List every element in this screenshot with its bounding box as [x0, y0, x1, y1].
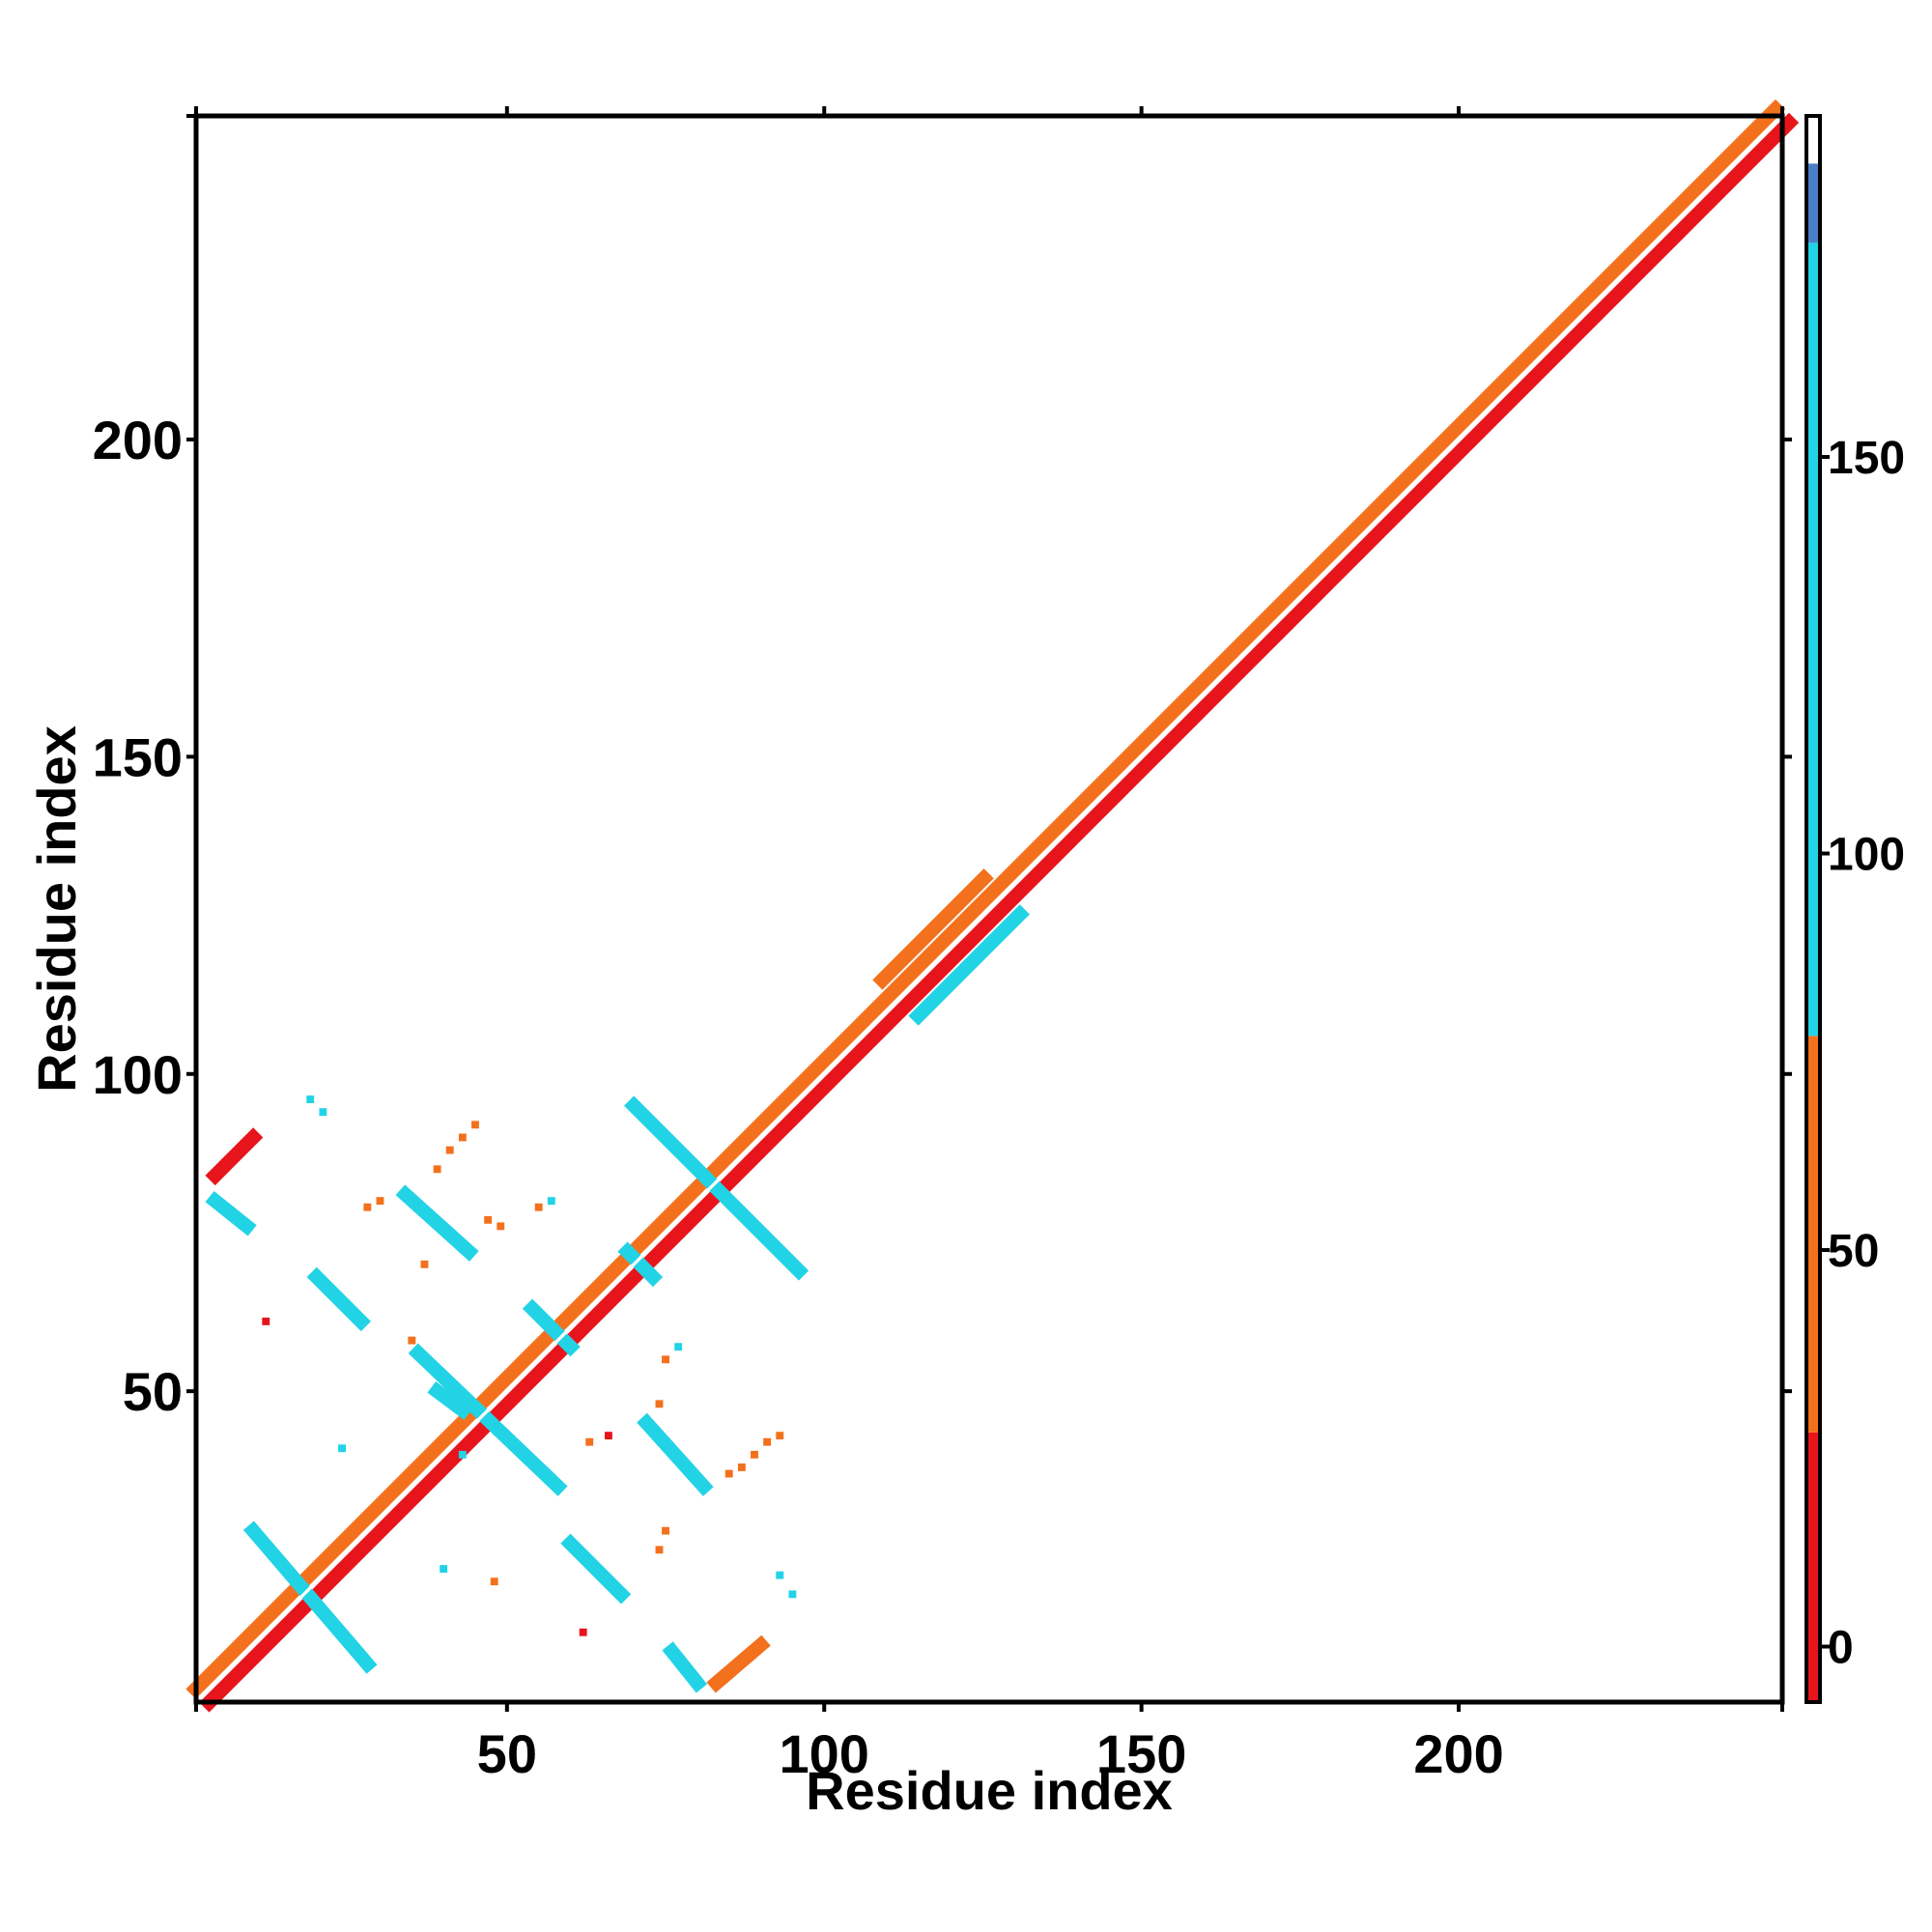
colorbar-band-2 — [1806, 242, 1820, 1037]
contact-segment-16 — [872, 868, 994, 990]
colorbar-tick-label-0: 0 — [1828, 1623, 1854, 1674]
contact-segment-10 — [637, 1412, 714, 1496]
contact-segment-4 — [205, 1190, 257, 1236]
contact-cell-1 — [376, 1197, 384, 1206]
contact-cell-30 — [338, 1444, 347, 1453]
contact-cell-7 — [534, 1203, 543, 1211]
contact-segment-6 — [395, 1184, 479, 1262]
x-tick-label-2: 150 — [1096, 1723, 1186, 1784]
colorbar-band-3 — [1806, 163, 1820, 243]
colorbar-frame — [1804, 114, 1822, 1704]
contact-cell-32 — [319, 1108, 327, 1117]
y-axis-title: Residue index — [26, 725, 87, 1093]
y-tick-label-0: 50 — [123, 1361, 183, 1422]
contact-cell-27 — [788, 1590, 797, 1599]
x-tick-label-3: 200 — [1413, 1723, 1503, 1784]
colorbar-band-0 — [1806, 1432, 1820, 1702]
y-tick-label-1: 100 — [93, 1044, 183, 1105]
colorbar-tick-label-3: 150 — [1828, 433, 1905, 484]
contact-segment-15 — [427, 1381, 472, 1420]
contact-cell-18 — [655, 1400, 664, 1408]
y-tick-label-3: 200 — [93, 410, 183, 470]
contact-cell-5 — [458, 1133, 467, 1142]
plot-frame — [193, 113, 1785, 1705]
contact-cell-31 — [306, 1095, 315, 1103]
contact-cell-16 — [662, 1355, 669, 1364]
contact-cell-13 — [408, 1336, 416, 1345]
contact-cell-11 — [433, 1165, 441, 1174]
contact-cell-4 — [445, 1146, 454, 1154]
diagonal-centerline — [194, 114, 1784, 1704]
colorbar-tick-label-2: 100 — [1828, 830, 1905, 881]
y-tick-label-2: 150 — [93, 726, 183, 787]
x-axis-title: Residue index — [806, 1760, 1173, 1821]
contact-cell-8 — [547, 1197, 555, 1206]
contact-cell-25 — [655, 1546, 664, 1554]
contact-cell-23 — [737, 1463, 746, 1471]
contact-cell-2 — [458, 1450, 467, 1459]
contact-segment-3 — [306, 1266, 371, 1332]
contact-cell-28 — [776, 1571, 784, 1579]
contact-cell-9 — [484, 1215, 493, 1224]
contact-segment-5 — [205, 1127, 264, 1186]
colorbar: 0 50 100 150 — [1804, 114, 1905, 1704]
heatmap-cells — [185, 99, 1800, 1713]
contact-cell-29 — [440, 1565, 448, 1574]
contact-cell-10 — [497, 1222, 505, 1231]
contact-segment-11 — [560, 1533, 632, 1605]
contact-cell-0 — [363, 1203, 372, 1211]
contact-segment-1 — [185, 99, 1786, 1699]
contact-cell-17 — [674, 1343, 683, 1351]
contact-segment-17 — [908, 904, 1030, 1026]
contact-segment-12 — [662, 1641, 708, 1693]
contact-cell-24 — [662, 1526, 669, 1535]
contact-cell-15 — [604, 1432, 612, 1440]
contact-segment-14 — [617, 1241, 664, 1288]
contact-cell-22 — [724, 1469, 733, 1478]
contact-segment-9 — [623, 1095, 810, 1281]
colorbar-band-1 — [1806, 1036, 1820, 1433]
colorbar-tick-label-1: 50 — [1828, 1226, 1879, 1277]
contact-segment-7 — [408, 1343, 568, 1496]
contact-cell-3 — [262, 1317, 270, 1325]
contact-segment-8 — [522, 1298, 581, 1357]
y-axis-ticks: 50 100 150 200 — [93, 114, 1792, 1422]
contact-cell-20 — [763, 1437, 772, 1446]
contact-segment-13 — [706, 1634, 771, 1693]
contact-cell-26 — [579, 1628, 587, 1636]
contact-cell-19 — [751, 1450, 758, 1459]
contact-cell-33 — [490, 1577, 498, 1586]
x-axis-ticks: 50 100 150 200 — [194, 106, 1784, 1784]
colorbar-band-4 — [1806, 116, 1820, 164]
contact-cell-6 — [471, 1121, 479, 1129]
x-tick-label-0: 50 — [477, 1723, 537, 1784]
contact-cell-14 — [585, 1437, 594, 1446]
contact-segment-0 — [199, 112, 1800, 1713]
contact-cell-12 — [420, 1260, 429, 1268]
contact-cell-21 — [776, 1432, 784, 1440]
x-tick-label-1: 100 — [780, 1723, 869, 1784]
contact-segment-2 — [242, 1520, 378, 1674]
